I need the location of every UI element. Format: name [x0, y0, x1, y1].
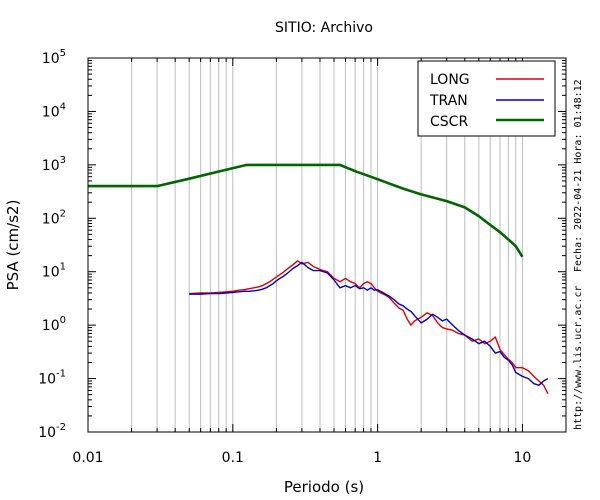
x-tick-label: 0.01 [72, 450, 103, 466]
url-note: http://www.lis.ucr.ac.cr [573, 286, 584, 431]
x-axis-label: Periodo (s) [284, 478, 364, 496]
series-line-tran [189, 261, 549, 386]
axis-ticks [87, 58, 567, 433]
legend-label-cscr: CSCR [430, 114, 468, 130]
grid-lines [87, 58, 567, 432]
x-tick-label: 0.1 [222, 450, 244, 466]
legend: LONG TRAN CSCR [417, 60, 556, 137]
y-tick-label: 102 [42, 208, 66, 227]
series-layer [88, 163, 549, 395]
y-tick-label: 104 [42, 101, 66, 120]
y-tick-label: 10-1 [38, 369, 66, 388]
y-tick-label: 100 [42, 315, 66, 334]
chart-title: SITIO: Archivo [275, 20, 373, 36]
y-axis-label: PSA (cm/s2) [4, 200, 22, 291]
legend-box [417, 60, 556, 137]
y-tick-labels: 10-2 10-1 100 101 102 103 104 105 [38, 48, 66, 441]
y-tick-label: 105 [42, 48, 66, 67]
y-tick-label: 101 [42, 262, 66, 281]
timestamp-note: Fecha: 2022-04-21 Hora: 01:48:12 [573, 79, 584, 272]
legend-label-tran: TRAN [429, 93, 468, 109]
x-tick-labels: 0.01 0.1 1 10 [72, 450, 531, 466]
plot-frame [87, 57, 567, 433]
series-line-long [189, 260, 549, 395]
y-tick-label: 10-2 [38, 422, 66, 441]
y-tick-label: 103 [42, 155, 66, 174]
legend-label-long: LONG [430, 72, 470, 88]
x-tick-label: 10 [513, 450, 531, 466]
series-line-cscr [88, 163, 524, 258]
x-tick-label: 1 [373, 450, 382, 466]
